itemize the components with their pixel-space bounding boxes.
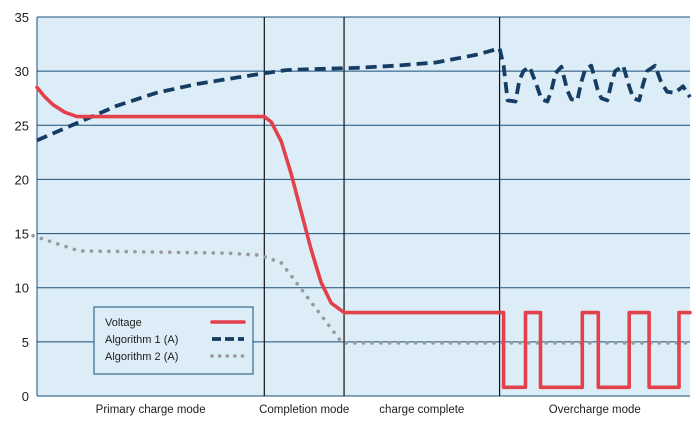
y-tick-label: 15 bbox=[15, 227, 29, 242]
y-tick-label: 30 bbox=[15, 64, 29, 79]
legend-label: Voltage bbox=[105, 317, 142, 329]
y-tick-label: 20 bbox=[15, 172, 29, 187]
y-tick-label: 10 bbox=[15, 281, 29, 296]
phase-label: Completion mode bbox=[259, 404, 349, 416]
series-line-solid bbox=[35, 85, 692, 390]
y-tick-label: 0 bbox=[22, 389, 29, 404]
phase-labels: Primary charge mode Completion mode charge… bbox=[96, 404, 641, 416]
phase-dividers bbox=[263, 17, 501, 396]
series-line-dashed bbox=[36, 46, 692, 143]
legend: Voltage Algorithm 1 (A) Algorithm 2 (A) bbox=[93, 306, 254, 375]
y-tick-label: 25 bbox=[15, 118, 29, 133]
y-tick-label: 35 bbox=[15, 10, 29, 25]
series-layer bbox=[31, 46, 692, 390]
y-tick-label: 5 bbox=[22, 335, 29, 350]
legend-label: Algorithm 2 (A) bbox=[105, 351, 178, 363]
phase-label: Overcharge mode bbox=[549, 404, 641, 416]
legend-label: Algorithm 1 (A) bbox=[105, 334, 178, 346]
phase-label: charge complete bbox=[379, 404, 464, 416]
phase-label: Primary charge mode bbox=[96, 404, 206, 416]
y-axis: 0 5 10 15 20 25 30 35 bbox=[15, 10, 29, 404]
